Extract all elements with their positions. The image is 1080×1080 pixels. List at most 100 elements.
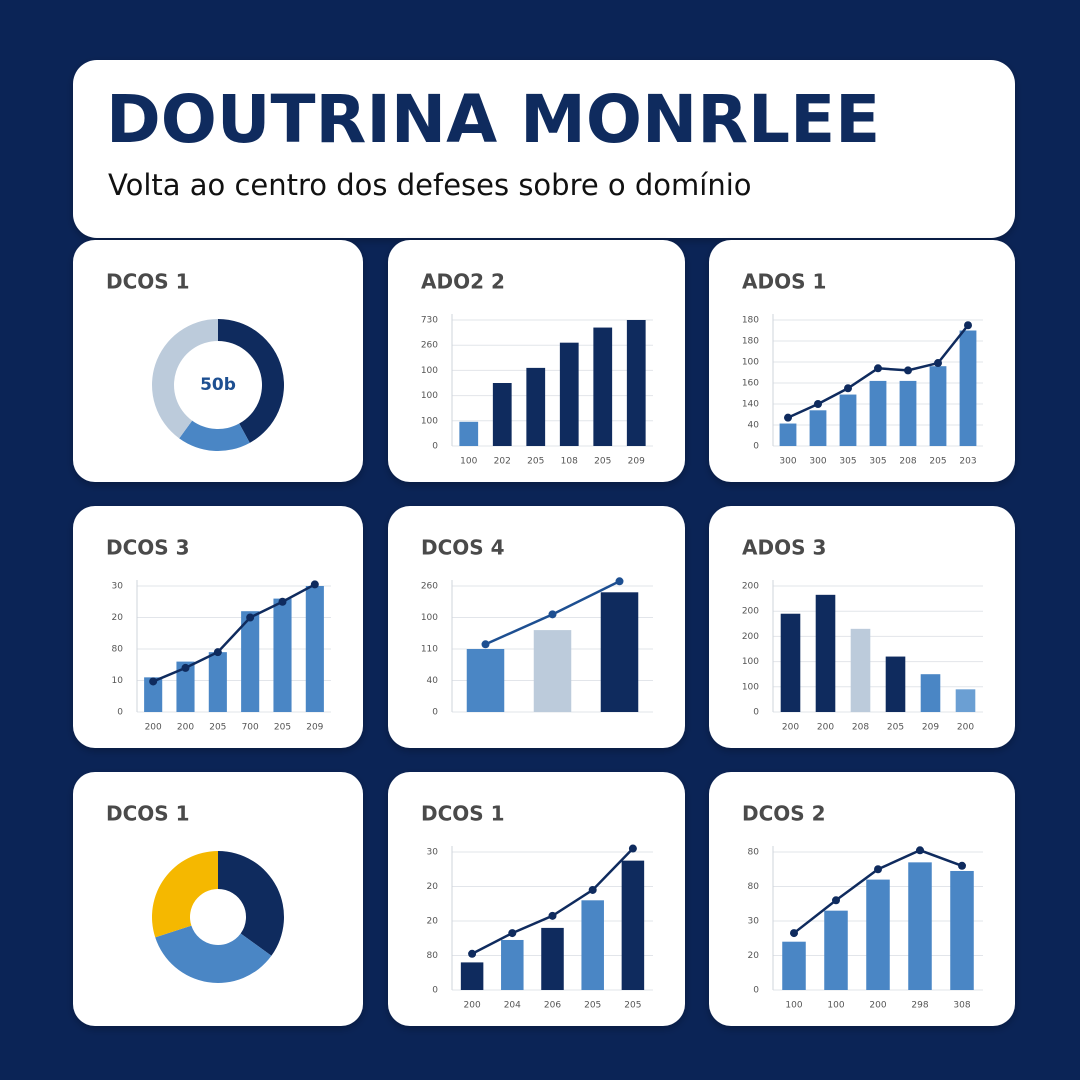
y-tick-label: 100 — [421, 391, 438, 401]
x-tick-label: 300 — [779, 457, 796, 467]
bar — [241, 611, 260, 712]
y-tick-label: 0 — [753, 708, 759, 718]
y-tick-label: 0 — [753, 442, 759, 452]
x-tick-label: 305 — [869, 457, 886, 467]
y-tick-label: 730 — [421, 316, 438, 326]
bar — [533, 630, 572, 712]
x-tick-label: 203 — [959, 457, 976, 467]
y-tick-label: 0 — [117, 708, 123, 718]
chart-title: DCOS 4 — [421, 536, 505, 560]
y-tick-label: 20 — [427, 917, 439, 927]
donut-segment — [218, 851, 284, 956]
y-tick-label: 20 — [427, 882, 439, 892]
chart-title: DCOS 3 — [106, 536, 190, 560]
bar — [144, 677, 163, 712]
x-tick-label: 205 — [887, 723, 904, 733]
bar — [780, 613, 801, 712]
bar — [850, 628, 871, 712]
line-point — [468, 949, 477, 958]
bar — [626, 320, 646, 446]
line-point — [628, 844, 637, 853]
x-tick-label: 300 — [809, 457, 826, 467]
x-tick-label: 298 — [911, 1001, 928, 1011]
x-tick-label: 200 — [957, 723, 974, 733]
bar — [459, 421, 479, 446]
chart-title: DCOS 1 — [106, 802, 190, 826]
y-tick-label: 40 — [427, 676, 439, 686]
x-tick-label: 208 — [899, 457, 916, 467]
x-tick-label: 209 — [628, 457, 645, 467]
page-subtitle: Volta ao centro dos defeses sobre o domí… — [108, 168, 752, 202]
x-tick-label: 200 — [145, 723, 162, 733]
line-point — [246, 613, 255, 622]
y-tick-label: 30 — [748, 917, 760, 927]
bar — [621, 860, 645, 990]
bar — [929, 366, 947, 446]
bar — [920, 674, 941, 712]
chart-title: ADO2 2 — [421, 270, 505, 294]
bar — [305, 586, 324, 712]
bar — [559, 342, 579, 446]
x-tick-label: 206 — [544, 1001, 561, 1011]
y-tick-label: 100 — [742, 358, 759, 368]
header-card — [73, 60, 1015, 238]
bar — [600, 592, 639, 712]
y-tick-label: 20 — [112, 613, 124, 623]
y-tick-label: 80 — [112, 645, 124, 655]
bar — [885, 656, 906, 712]
bar — [273, 598, 292, 712]
y-tick-label: 80 — [748, 882, 760, 892]
x-tick-label: 100 — [827, 1001, 844, 1011]
bar — [779, 423, 797, 446]
line-point — [814, 400, 822, 408]
x-tick-label: 208 — [852, 723, 869, 733]
line-point — [548, 911, 557, 920]
donut-segment — [151, 851, 218, 938]
y-tick-label: 0 — [753, 986, 759, 996]
y-tick-label: 0 — [432, 708, 438, 718]
line-point — [790, 929, 798, 938]
chart-title: ADOS 1 — [742, 270, 826, 294]
y-tick-label: 100 — [421, 416, 438, 426]
y-tick-label: 10 — [112, 676, 124, 686]
bar — [839, 394, 857, 446]
x-tick-label: 100 — [460, 457, 477, 467]
y-tick-label: 180 — [742, 337, 759, 347]
bar — [501, 939, 524, 990]
line-point — [916, 846, 924, 855]
y-tick-label: 30 — [427, 848, 439, 858]
center-label: 50b — [200, 375, 236, 395]
bar — [959, 330, 977, 446]
x-tick-label: 308 — [953, 1001, 970, 1011]
bar — [908, 862, 932, 990]
line-point — [181, 663, 190, 672]
bar — [782, 941, 806, 990]
page-title: DOUTRINA MONRLEE — [106, 81, 880, 158]
x-tick-label: 202 — [494, 457, 511, 467]
chart-title: DCOS 2 — [742, 802, 826, 826]
line-point — [964, 321, 972, 330]
x-tick-label: 200 — [869, 1001, 886, 1011]
x-tick-label: 205 — [929, 457, 946, 467]
y-tick-label: 80 — [427, 951, 439, 961]
y-tick-label: 110 — [421, 645, 438, 655]
bar — [809, 410, 827, 446]
bar — [866, 879, 890, 990]
line-point — [213, 648, 222, 657]
y-tick-label: 260 — [421, 341, 438, 351]
line-point — [615, 577, 624, 586]
bar — [593, 327, 613, 446]
y-tick-label: 100 — [742, 657, 759, 667]
chart-title: DCOS 1 — [106, 270, 190, 294]
line-point — [481, 640, 490, 649]
bar — [899, 380, 917, 446]
y-tick-label: 180 — [742, 316, 759, 326]
x-tick-label: 200 — [177, 723, 194, 733]
line-point — [904, 366, 912, 375]
line-point — [548, 610, 557, 619]
x-tick-label: 200 — [464, 1001, 481, 1011]
line-point — [874, 364, 882, 373]
x-tick-label: 108 — [561, 457, 578, 467]
bar — [869, 380, 887, 446]
